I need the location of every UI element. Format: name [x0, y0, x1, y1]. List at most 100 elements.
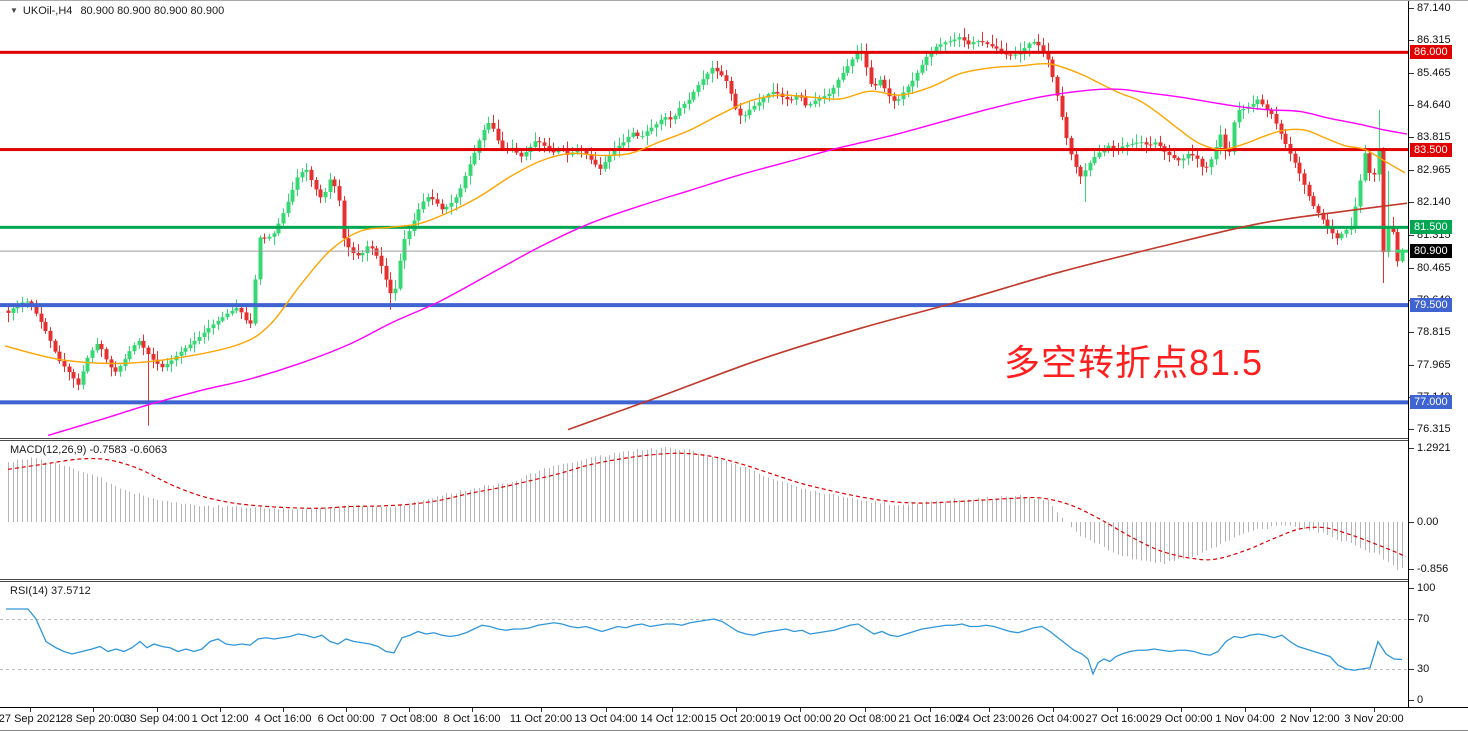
price-badge-77.000: 77.000: [1410, 395, 1452, 409]
price-badge-81.500: 81.500: [1410, 220, 1452, 234]
price-tick: [1409, 73, 1414, 74]
price-tick: [1409, 268, 1414, 269]
time-tick: [930, 708, 931, 712]
time-axis-label: 28 Sep 20:00: [60, 713, 126, 725]
price-badge-79.500: 79.500: [1410, 298, 1452, 312]
time-tick: [1181, 708, 1182, 712]
macd-axis-tick: [1409, 569, 1414, 570]
price-axis-label: 86.315: [1417, 34, 1451, 46]
time-tick: [1245, 708, 1246, 712]
time-tick: [346, 708, 347, 712]
rsi-axis-tick: [1409, 700, 1414, 701]
main-chart-panel[interactable]: ▼ UKOil-,H4 80.900 80.900 80.900 80.900 多空…: [0, 1, 1408, 438]
time-axis-label: 29 Oct 00:00: [1149, 713, 1213, 725]
ma-slow-darkred: [567, 202, 1408, 431]
time-tick: [1117, 708, 1118, 712]
macd-histogram: [8, 446, 1403, 571]
time-axis-label: 21 Oct 16:00: [898, 713, 962, 725]
chevron-down-icon[interactable]: ▼: [10, 6, 18, 15]
price-tick: [1409, 429, 1414, 430]
price-tick: [1409, 202, 1414, 203]
time-tick: [672, 708, 673, 712]
price-axis-label: 87.140: [1417, 2, 1451, 14]
time-tick: [865, 708, 866, 712]
price-badge-86.000: 86.000: [1410, 45, 1452, 59]
rsi-axis-label: 100: [1417, 582, 1436, 594]
time-axis-label: 20 Oct 08:00: [833, 713, 897, 725]
price-tick: [1409, 40, 1414, 41]
panel-separator[interactable]: [0, 438, 1468, 441]
macd-panel[interactable]: MACD(12,26,9) -0.7583 -0.6063: [0, 441, 1408, 579]
price-axis-label: 85.465: [1417, 67, 1451, 79]
macd-axis-label: -0.856: [1417, 563, 1449, 575]
macd-axis-label: 1.2921: [1417, 442, 1451, 454]
time-axis-label: 24 Oct 23:00: [957, 713, 1021, 725]
rsi-axis-label: 70: [1417, 613, 1430, 625]
price-axis-label: 77.965: [1417, 359, 1451, 371]
time-tick: [1310, 708, 1311, 712]
rsi-axis-tick: [1409, 669, 1414, 670]
rsi-axis-label: 30: [1417, 663, 1430, 675]
rsi-line: [6, 608, 1403, 676]
time-tick: [606, 708, 607, 712]
time-axis-label: 2 Nov 12:00: [1280, 713, 1340, 725]
rsi-axis-label: 0: [1417, 694, 1424, 706]
time-axis[interactable]: 27 Sep 2021 28 Sep 20:00 30 Sep 04:00 1 Oct…: [0, 707, 1468, 730]
time-axis-label: 3 Nov 20:00: [1344, 713, 1404, 725]
time-tick: [989, 708, 990, 712]
candlestick-chart[interactable]: [0, 1, 1408, 438]
chart-title: ▼ UKOil-,H4 80.900 80.900 80.900 80.900: [10, 5, 224, 17]
price-axis-label: 80.465: [1417, 262, 1451, 274]
time-tick: [157, 708, 158, 712]
time-axis-label: 7 Oct 08:00: [380, 713, 438, 725]
price-axis-label: 82.965: [1417, 164, 1451, 176]
macd-chart[interactable]: [0, 441, 1408, 579]
horizontal-level-lines[interactable]: [0, 50, 1408, 405]
panel-separator[interactable]: [0, 579, 1468, 582]
rsi-label: RSI(14) 37.5712: [10, 585, 91, 597]
time-axis-label: 27 Sep 2021: [0, 713, 62, 725]
price-axis-label: 82.140: [1417, 196, 1451, 208]
price-axis[interactable]: 87.140 86.315 85.465 84.640 83.815 82.965 82.1…: [1408, 1, 1468, 707]
time-tick: [1053, 708, 1054, 712]
macd-axis-label: 0.00: [1417, 516, 1439, 528]
time-axis-label: 19 Oct 00:00: [768, 713, 832, 725]
time-tick: [93, 708, 94, 712]
time-axis-label: 15 Oct 20:00: [704, 713, 768, 725]
time-axis-label: 4 Oct 16:00: [254, 713, 312, 725]
price-badge-83.500: 83.500: [1410, 143, 1452, 157]
time-tick: [220, 708, 221, 712]
annotation-text: 多空转折点81.5: [1004, 342, 1264, 383]
macd-axis-tick: [1409, 522, 1414, 523]
time-tick: [541, 708, 542, 712]
ma-mid-magenta: [47, 88, 1408, 437]
price-tick: [1409, 105, 1414, 106]
time-tick: [409, 708, 410, 712]
time-tick: [472, 708, 473, 712]
price-tick: [1409, 137, 1414, 138]
price-axis-label: 76.315: [1417, 423, 1451, 435]
price-tick: [1409, 365, 1414, 366]
time-axis-label: 8 Oct 16:00: [443, 713, 501, 725]
rsi-axis-tick: [1409, 619, 1414, 620]
time-axis-label: 30 Sep 04:00: [124, 713, 190, 725]
rsi-panel[interactable]: RSI(14) 37.5712: [0, 582, 1408, 707]
time-axis-label: 11 Oct 20:00: [509, 713, 573, 725]
rsi-axis-tick: [1409, 588, 1414, 589]
time-axis-label: 6 Oct 00:00: [317, 713, 375, 725]
time-axis-label: 13 Oct 04:00: [574, 713, 638, 725]
time-tick: [736, 708, 737, 712]
ma-fast-orange: [4, 62, 1406, 365]
time-axis-label: 14 Oct 12:00: [640, 713, 704, 725]
candles: [6, 28, 1405, 426]
macd-signal-line: [7, 452, 1407, 561]
rsi-chart[interactable]: [0, 582, 1408, 707]
macd-axis-tick: [1409, 448, 1414, 449]
price-tick: [1409, 332, 1414, 333]
symbol-timeframe-label: UKOil-,H4: [22, 5, 73, 17]
time-tick: [800, 708, 801, 712]
time-tick: [283, 708, 284, 712]
time-tick: [1374, 708, 1375, 712]
time-axis-label: 1 Oct 12:00: [191, 713, 249, 725]
